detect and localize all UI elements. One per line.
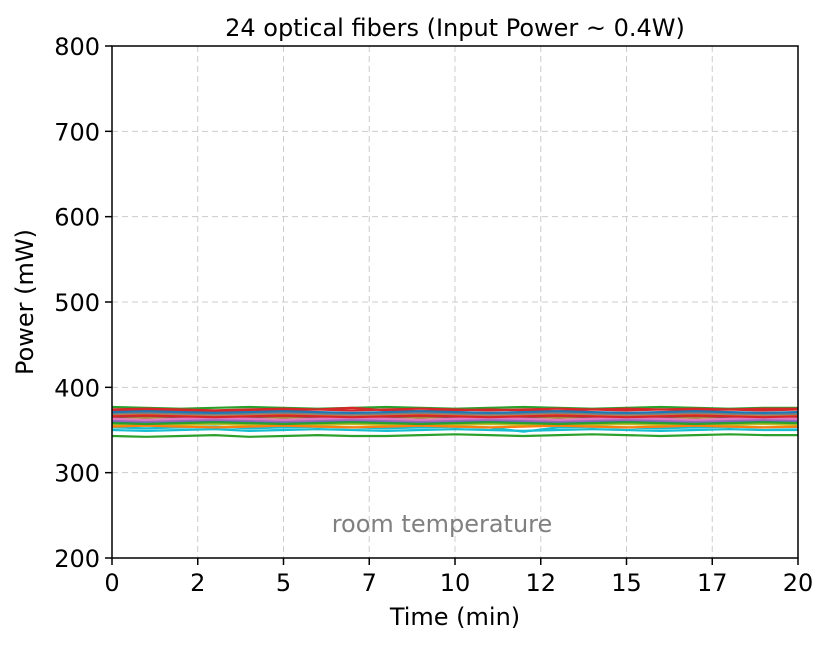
series-line-18: [111, 411, 799, 416]
series-line-14: [111, 407, 799, 412]
y-axis-label: Power (mW): [11, 229, 39, 375]
annotation-room-temperature: room temperature: [332, 510, 553, 538]
y-tick-label: 200: [54, 545, 100, 573]
x-tick-label: 2: [190, 569, 205, 597]
y-tick-label: 600: [54, 204, 100, 232]
series-line-15: [111, 418, 799, 423]
y-tick-label: 400: [54, 374, 100, 402]
y-tick-label: 300: [54, 460, 100, 488]
y-tick-label: 800: [54, 33, 100, 61]
x-tick-label: 10: [440, 569, 471, 597]
x-tick-label: 15: [611, 569, 642, 597]
x-tick-label: 12: [525, 569, 556, 597]
y-tick-label: 700: [54, 118, 100, 146]
x-axis-ticks: 0 2 5 7 10 12 15 17 20: [104, 558, 813, 597]
y-axis-ticks: 200 300 400 500 600 700 800: [54, 33, 112, 573]
series-line-17: [111, 417, 799, 421]
x-tick-label: 0: [104, 569, 119, 597]
series-line-10: [111, 428, 798, 432]
series-line-24: [111, 414, 799, 419]
series-line-13: [111, 433, 798, 438]
x-tick-label: 5: [276, 569, 291, 597]
series-line-22: [111, 424, 799, 429]
y-tick-label: 500: [54, 289, 100, 317]
series-line-21: [111, 410, 799, 414]
chart-title: 24 optical fibers (Input Power ~ 0.4W): [225, 14, 685, 42]
grid-lines: [111, 45, 799, 559]
series-layer: [111, 405, 799, 438]
x-tick-label: 17: [697, 569, 728, 597]
series-line-23: [111, 421, 799, 426]
x-axis-label: Time (min): [389, 603, 520, 631]
x-tick-label: 20: [783, 569, 814, 597]
x-tick-label: 7: [362, 569, 377, 597]
